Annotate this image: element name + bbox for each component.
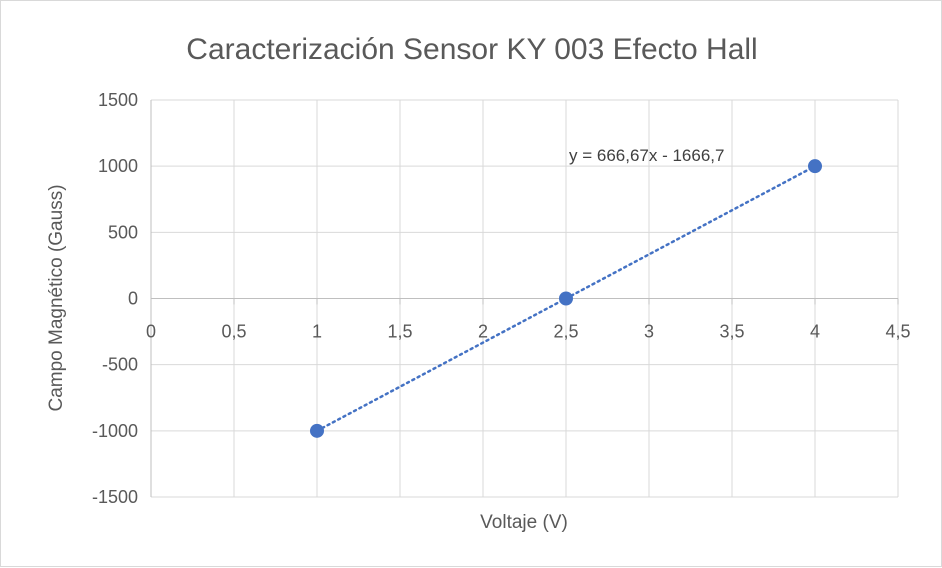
x-tick-labels: 0 0,5 1 1,5 2 2,5 3 3,5 4 4,5 [146, 322, 911, 342]
y-tick-labels: -1500 -1000 -500 0 500 1000 1500 [92, 90, 138, 507]
x-tick-label: 0 [146, 322, 156, 342]
data-point [559, 291, 573, 306]
data-point [310, 423, 324, 438]
trendline-equation: y = 666,67x - 1666,7 [569, 146, 724, 165]
x-tick-label: 1 [312, 322, 322, 342]
axes [150, 100, 899, 497]
y-tick-label: -1500 [92, 487, 138, 507]
x-tick-label: 0,5 [221, 322, 246, 342]
x-tick-label: 4 [810, 322, 820, 342]
y-tick-label: 0 [128, 289, 138, 309]
data-point [808, 159, 822, 174]
y-axis-title: Campo Magnético (Gauss) [46, 184, 67, 411]
y-tick-label: 1500 [98, 90, 138, 110]
y-tick-label: -1000 [92, 421, 138, 441]
chart-title: Caracterización Sensor KY 003 Efecto Hal… [186, 33, 757, 66]
x-tick-label: 4,5 [885, 322, 910, 342]
x-tick-label: 3 [644, 322, 654, 342]
x-tick-label: 2,5 [553, 322, 578, 342]
x-axis-title: Voltaje (V) [480, 512, 568, 533]
x-tick-label: 1,5 [387, 322, 412, 342]
x-tick-label: 3,5 [719, 322, 744, 342]
y-tick-label: 1000 [98, 156, 138, 176]
y-tick-label: -500 [102, 355, 138, 375]
y-tick-label: 500 [108, 222, 138, 242]
data-points [310, 159, 822, 438]
x-tick-label: 2 [478, 322, 488, 342]
